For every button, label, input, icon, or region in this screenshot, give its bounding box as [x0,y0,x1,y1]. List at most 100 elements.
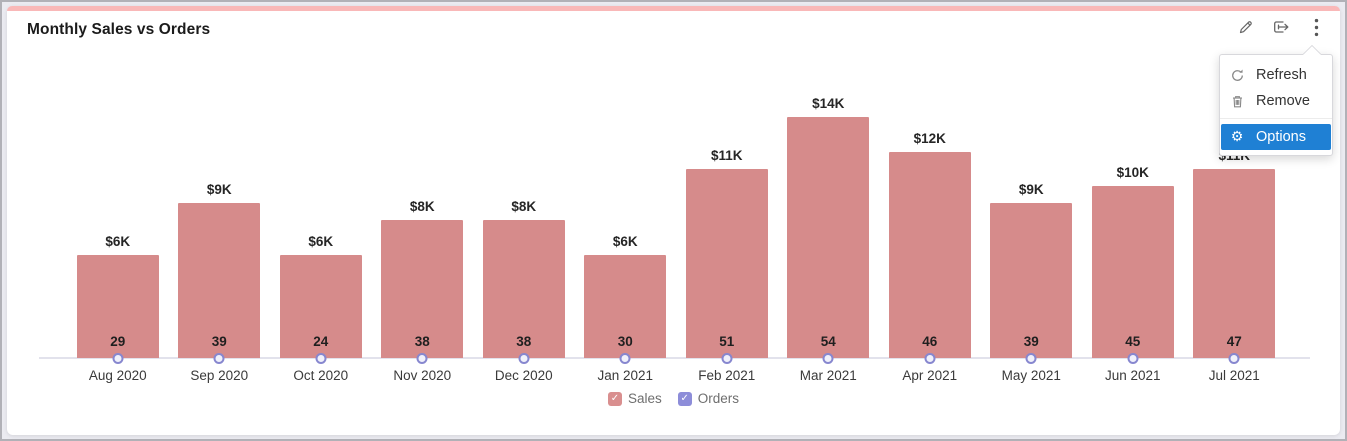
more-menu-icon[interactable] [1306,17,1326,37]
orders-count-label: 39 [1023,334,1039,349]
chart-legend: ✓ Sales ✓ Orders [7,391,1340,406]
menu-separator [1220,118,1332,119]
chart-column: $14K 54 Mar 2021 [778,6,880,383]
chart-column: $8K 38 Dec 2020 [473,6,575,383]
menu-item-label: Options [1256,129,1306,145]
legend-label: Sales [627,391,662,406]
menu-item-label: Remove [1256,93,1310,109]
chart-column: $6K 24 Oct 2020 [270,6,372,383]
chart-column: $9K 39 Sep 2020 [169,6,271,383]
sales-bar[interactable]: 38 [381,220,464,364]
x-axis-tick-label: Oct 2020 [293,368,349,383]
bar-chart: $6K 29 Aug 2020 $9K 39 Sep 2020 $6K 24 Oct 2020 $… [39,6,1310,383]
sales-bar[interactable]: 29 [76,255,159,364]
sales-value-label: $8K [409,199,435,214]
legend-checkbox-icon[interactable]: ✓ [607,391,622,406]
orders-point-marker[interactable] [518,353,530,364]
orders-point-marker[interactable] [619,353,631,364]
orders-point-marker[interactable] [112,353,124,364]
orders-count-label: 46 [922,334,938,349]
sales-bar[interactable]: 51 [685,169,768,364]
orders-point-marker[interactable] [822,353,834,364]
x-axis-tick-label: Jul 2021 [1208,368,1260,383]
legend-label: Orders [697,391,740,406]
sales-value-label: $9K [1018,182,1044,197]
orders-count-label: 47 [1226,334,1242,349]
orders-point-marker[interactable] [924,353,936,364]
refresh-icon [1229,67,1245,83]
x-axis-tick-label: Apr 2021 [902,368,958,383]
menu-item-remove[interactable]: Remove [1220,88,1332,114]
x-axis-tick-label: Jan 2021 [597,368,654,383]
menu-caret-icon [1303,46,1321,55]
chart-column: $10K 45 Jun 2021 [1082,6,1184,383]
orders-count-label: 54 [820,334,836,349]
menu-item-label: Refresh [1256,67,1307,83]
chart-column: $11K47Jul 2021 [1184,6,1286,383]
orders-count-label: 38 [516,334,532,349]
menu-item-refresh[interactable]: Refresh [1220,62,1332,88]
widget-accent-strip [7,6,1340,11]
legend-item-orders[interactable]: ✓ Orders [677,391,740,406]
edit-icon[interactable] [1236,17,1256,37]
orders-point-marker[interactable] [1127,353,1139,364]
gear-icon: ⚙ [1230,129,1244,145]
orders-count-label: 39 [211,334,227,349]
context-menu: Refresh Remove ⚙ Options [1219,46,1333,156]
orders-point-marker[interactable] [213,353,225,364]
x-axis-tick-label: Sep 2020 [190,368,249,383]
sales-bar[interactable]: 54 [787,117,870,364]
x-axis-line [39,357,1310,359]
orders-count-label: 29 [110,334,126,349]
sales-value-label: $8K [511,199,537,214]
widget-title: Monthly Sales vs Orders [27,21,211,38]
sales-value-label: $6K [105,234,131,249]
widget-card: Monthly Sales vs Orders [7,6,1340,435]
chart-column: $6K 30 Jan 2021 [575,6,677,383]
sales-bar[interactable]: 39 [990,203,1073,364]
orders-count-label: 24 [313,334,329,349]
x-axis-tick-label: Aug 2020 [88,368,147,383]
sales-bar[interactable]: 30 [584,255,667,364]
orders-count-label: 51 [719,334,735,349]
export-icon[interactable] [1271,17,1291,37]
sales-value-label: $9K [206,182,232,197]
x-axis-tick-label: Dec 2020 [494,368,553,383]
sales-bar[interactable]: 24 [279,255,362,364]
sales-bar[interactable]: 38 [482,220,565,364]
menu-item-options[interactable]: ⚙ Options [1221,124,1331,150]
sales-bar[interactable]: 45 [1091,186,1174,364]
sales-value-label: $12K [913,131,946,146]
sales-value-label: $10K [1116,165,1149,180]
x-axis-tick-label: Mar 2021 [799,368,857,383]
legend-item-sales[interactable]: ✓ Sales [607,391,662,406]
chart-column: $9K 39 May 2021 [981,6,1083,383]
chart-column: $6K 29 Aug 2020 [67,6,169,383]
orders-count-label: 30 [617,334,633,349]
sales-bar[interactable]: 46 [888,152,971,364]
orders-point-marker[interactable] [1025,353,1037,364]
x-axis-tick-label: Feb 2021 [698,368,756,383]
x-axis-tick-label: May 2021 [1001,368,1061,383]
orders-point-marker[interactable] [1228,353,1240,364]
orders-count-label: 45 [1125,334,1141,349]
widget-toolbar [1236,17,1326,37]
chart-column: $11K 51 Feb 2021 [676,6,778,383]
trash-icon [1229,93,1245,109]
sales-bar[interactable]: 39 [178,203,261,364]
orders-point-marker[interactable] [721,353,733,364]
chart-column: $8K 38 Nov 2020 [372,6,474,383]
x-axis-tick-label: Nov 2020 [393,368,452,383]
legend-checkbox-icon[interactable]: ✓ [677,391,692,406]
orders-point-marker[interactable] [315,353,327,364]
orders-point-marker[interactable] [416,353,428,364]
x-axis-tick-label: Jun 2021 [1104,368,1161,383]
orders-count-label: 38 [414,334,430,349]
sales-value-label: $11K [710,148,743,163]
sales-value-label: $14K [812,96,845,111]
sales-value-label: $6K [612,234,638,249]
sales-bar[interactable]: 47 [1193,169,1276,364]
chart-column: $12K 46 Apr 2021 [879,6,981,383]
sales-value-label: $6K [308,234,334,249]
